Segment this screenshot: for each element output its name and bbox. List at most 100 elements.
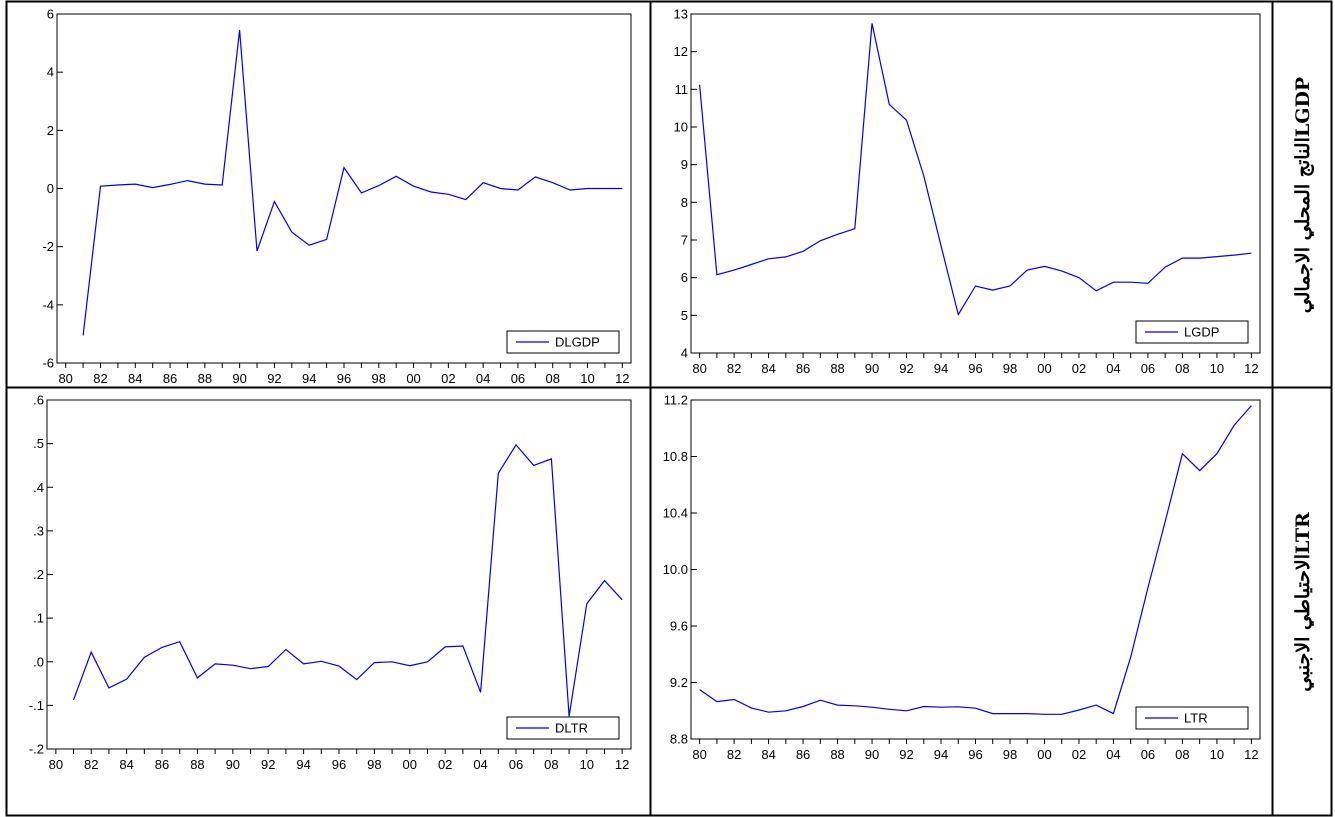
x-tick-label: 82 [727, 361, 741, 376]
y-tick-label: 11 [675, 82, 689, 97]
series-line-lgdp [699, 23, 1252, 317]
x-tick-label: 88 [198, 371, 212, 384]
x-tick-label: 88 [830, 361, 844, 376]
x-tick-label: 98 [372, 371, 386, 384]
x-tick-label: 06 [1141, 747, 1155, 762]
legend-box [1135, 320, 1249, 344]
x-tick-label: 84 [128, 371, 142, 384]
x-tick-label: 10 [580, 371, 594, 384]
x-tick-label: 10 [580, 757, 594, 772]
legend-box [506, 330, 620, 354]
plot-frame [56, 13, 632, 364]
x-tick-label: 84 [761, 361, 775, 376]
chart-lgdp: 4 5 6 7 8 9 10 11 12 13 80 82 84 86 88 90 92 94 96 98 00 02 04… [674, 7, 1261, 376]
x-tick-label: 08 [1175, 747, 1189, 762]
legend-box [1135, 706, 1249, 730]
y-tick-label: -6 [42, 356, 54, 371]
x-tick-label: 04 [1106, 361, 1120, 376]
x-tick-label: 80 [58, 371, 72, 384]
y-tick-label: 12 [674, 44, 688, 59]
row2-label: LTRالاحتياطي الاجنبي [1273, 388, 1333, 815]
x-tick-label: 02 [1072, 747, 1086, 762]
x-tick-label: 04 [473, 757, 487, 772]
y-tick-label: 13 [674, 7, 688, 22]
series-line-ltr [699, 405, 1252, 715]
y-tick-label: 6 [681, 270, 688, 285]
x-tick-label: 96 [332, 757, 346, 772]
y-tick-label: .2 [33, 567, 44, 582]
x-tick-label: 12 [1244, 747, 1258, 762]
x-tick-label: 94 [934, 747, 948, 762]
x-tick-label: 02 [441, 371, 455, 384]
y-tick-label: 2 [47, 123, 54, 138]
x-tick-label: 96 [337, 371, 351, 384]
x-tick-label: 02 [438, 757, 452, 772]
x-tick-label: 10 [1210, 361, 1224, 376]
y-tick-label: 11.2 [664, 393, 688, 408]
x-tick-label: 96 [968, 361, 982, 376]
series-line-dlgdp [82, 29, 623, 336]
x-tick-label: 88 [190, 757, 204, 772]
y-tick-label: 10.4 [663, 506, 688, 521]
y-tick-label: 8.8 [670, 732, 688, 747]
row1-label: LGDPالناتج المحلي الاجمالي [1273, 2, 1333, 387]
y-tick-label: 8 [681, 195, 688, 210]
y-tick-label: -2 [42, 239, 54, 254]
x-tick-label: 96 [968, 747, 982, 762]
x-tick-label: 98 [1003, 361, 1017, 376]
x-tick-label: 94 [296, 757, 310, 772]
legend-label: LTR [1184, 711, 1208, 726]
plot-frame [690, 399, 1261, 740]
plot-frame [46, 399, 632, 750]
y-tick-label: 4 [47, 65, 54, 80]
x-tick-label: 12 [615, 757, 629, 772]
y-tick-label: 7 [681, 233, 688, 248]
legend-label: DLGDP [555, 335, 600, 350]
x-tick-label: 84 [761, 747, 775, 762]
x-tick-label: 94 [934, 361, 948, 376]
y-tick-label: -.2 [29, 742, 44, 757]
x-tick-label: 06 [509, 757, 523, 772]
x-tick-label: 92 [267, 371, 281, 384]
y-tick-label: 9.2 [670, 675, 688, 690]
y-tick-label: 4 [681, 346, 688, 361]
legend: DLGDP [506, 330, 620, 354]
series-line-dltr [72, 443, 623, 717]
chart-dltr: -.2 -.1 .0 .1 .2 .3 .4 .5 .6 80 82 84 86 88 90 92 94 96 98… [29, 393, 632, 772]
x-tick-label: 08 [545, 371, 559, 384]
x-tick-label: 92 [899, 747, 913, 762]
x-tick-label: 90 [865, 361, 879, 376]
y-tick-label: -.1 [29, 698, 44, 713]
y-tick-label: .5 [33, 436, 44, 451]
x-tick-label: 08 [544, 757, 558, 772]
row1-label-text: LGDPالناتج المحلي الاجمالي [1292, 76, 1314, 313]
x-tick-label: 94 [302, 371, 316, 384]
x-tick-label: 88 [830, 747, 844, 762]
x-tick-label: 90 [865, 747, 879, 762]
x-tick-label: 00 [1037, 747, 1051, 762]
x-tick-label: 80 [49, 757, 63, 772]
x-tick-label: 08 [1175, 361, 1189, 376]
x-tick-label: 80 [692, 747, 706, 762]
x-tick-label: 82 [93, 371, 107, 384]
y-tick-label: .1 [33, 611, 44, 626]
x-tick-label: 90 [226, 757, 240, 772]
x-tick-label: 06 [1141, 361, 1155, 376]
x-tick-label: 86 [155, 757, 169, 772]
x-tick-label: 84 [119, 757, 133, 772]
x-tick-label: 06 [511, 371, 525, 384]
legend: LGDP [1135, 320, 1249, 344]
y-tick-label: .6 [33, 393, 44, 408]
x-tick-label: 82 [727, 747, 741, 762]
legend: LTR [1135, 706, 1249, 730]
x-tick-label: 86 [163, 371, 177, 384]
x-tick-label: 00 [406, 371, 420, 384]
x-tick-label: 82 [84, 757, 98, 772]
x-tick-label: 98 [1003, 747, 1017, 762]
chart-ltr: 8.8 9.2 9.6 10.0 10.4 10.8 11.2 80 82 84 86 88 90 92 9… [663, 393, 1261, 762]
x-tick-label: 92 [899, 361, 913, 376]
x-tick-label: 98 [367, 757, 381, 772]
y-tick-label: 5 [681, 308, 688, 323]
